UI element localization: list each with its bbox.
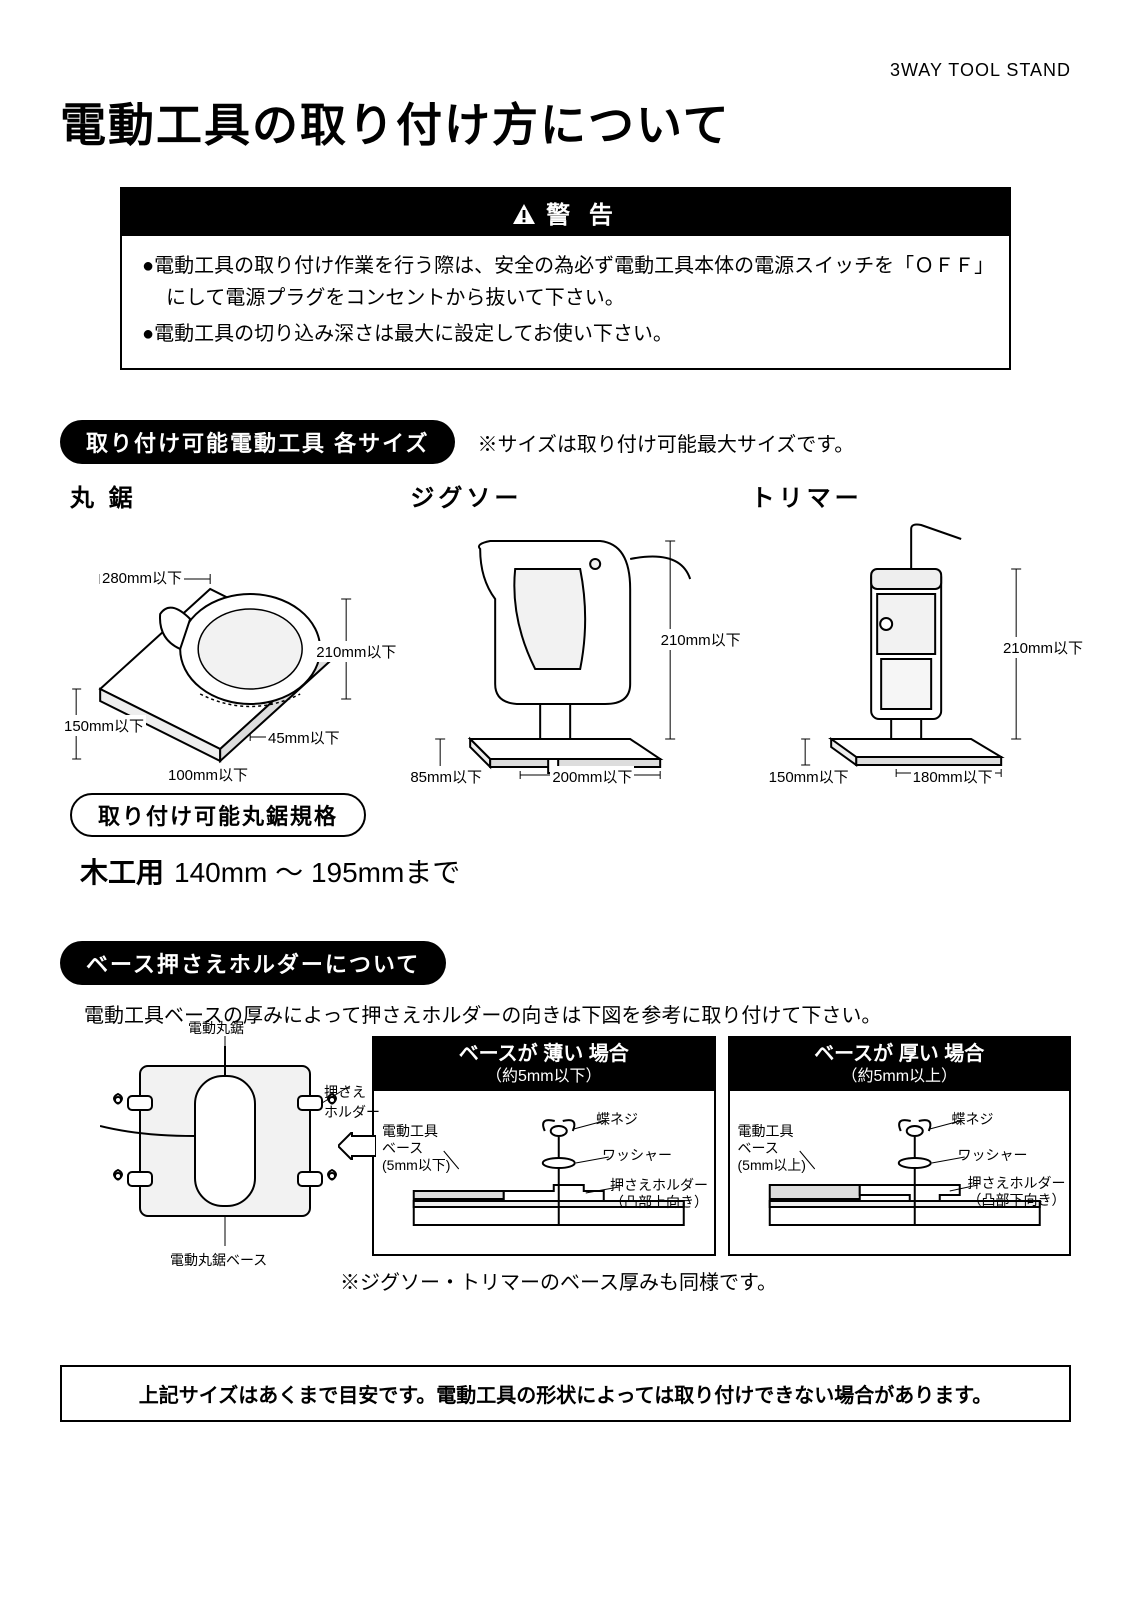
case-header: ベースが 薄い 場合 （約5mm以下） xyxy=(374,1038,714,1091)
dim-label: 100mm以下 xyxy=(166,764,250,785)
case-body: 電動工具 ベース (5mm以上) 蝶ネジ ワッシャー 押さえホルダー （凸部下向… xyxy=(730,1091,1070,1251)
tool-trimmer: トリマー xyxy=(751,478,1071,779)
holder-case-thick: ベースが 厚い 場合 （約5mm以上） xyxy=(728,1036,1072,1256)
saw-spec-value: 140mm ～ 195mmまで xyxy=(174,857,460,888)
tool-jigsaw-label: ジグソー xyxy=(410,478,730,513)
callout-holder: 押さえホルダー （凸部下向き） xyxy=(968,1175,1066,1209)
tool-saw-figure: 280mm以下 210mm以下 150mm以下 100mm以下 45mm以下 xyxy=(70,519,390,779)
case-title: ベースが 厚い 場合 xyxy=(814,1043,984,1065)
tool-saw-label: 丸 鋸 xyxy=(70,478,390,513)
warning-title: 警 告 xyxy=(546,202,619,229)
warning-item: ●電動工具の取り付け作業を行う際は、安全の為必ず電動工具本体の電源スイッチを「Ｏ… xyxy=(142,250,989,314)
callout-nut: 蝶ネジ xyxy=(596,1111,638,1128)
holder-main-figure: 電動丸鋸 xyxy=(100,1036,360,1256)
saw-spec-label: 木工用 xyxy=(80,857,164,888)
tool-jigsaw-figure: 210mm以下 200mm以下 85mm以下 xyxy=(410,519,730,779)
callout-nut: 蝶ネジ xyxy=(952,1111,994,1128)
holder-section: ベース押さえホルダーについて 電動工具ベースの厚みによって押さえホルダーの向きは… xyxy=(60,941,1071,1295)
callout-holder: 押さえホルダー （凸部上向き） xyxy=(610,1177,708,1211)
holder-case-thin: ベースが 薄い 場合 （約5mm以下） xyxy=(372,1036,716,1256)
dim-label: 85mm以下 xyxy=(408,766,484,787)
page-title: 電動工具の取り付け方について xyxy=(60,89,1071,155)
callout-base: 電動工具 ベース (5mm以下) xyxy=(382,1123,450,1173)
warning-icon xyxy=(512,203,536,229)
callout-washer: ワッシャー xyxy=(602,1147,672,1164)
bottom-note: 上記サイズはあくまで目安です。電動工具の形状によっては取り付けできない場合があり… xyxy=(60,1365,1071,1422)
size-heading-row: 取り付け可能電動工具 各サイズ ※サイズは取り付け可能最大サイズです。 xyxy=(60,420,1071,464)
label-base: 電動丸鋸ベース xyxy=(170,1250,267,1270)
warning-header: 警 告 xyxy=(122,189,1009,236)
saw-spec: 取り付け可能丸鋸規格 木工用 140mm ～ 195mmまで xyxy=(70,793,1071,891)
case-sub: （約5mm以下） xyxy=(380,1067,708,1087)
tool-jigsaw: ジグソー xyxy=(410,478,730,779)
size-note: ※サイズは取り付け可能最大サイズです。 xyxy=(477,428,854,457)
arrow-icon xyxy=(338,1132,376,1160)
callout-washer: ワッシャー xyxy=(958,1147,1028,1164)
dim-label: 45mm以下 xyxy=(266,727,342,748)
tool-trimmer-label: トリマー xyxy=(751,478,1071,513)
callout-base: 電動工具 ベース (5mm以上) xyxy=(738,1123,806,1173)
warning-box: 警 告 ●電動工具の取り付け作業を行う際は、安全の為必ず電動工具本体の電源スイッ… xyxy=(120,187,1011,370)
case-header: ベースが 厚い 場合 （約5mm以上） xyxy=(730,1038,1070,1091)
saw-spec-text: 木工用 140mm ～ 195mmまで xyxy=(70,851,1071,891)
dim-label: 150mm以下 xyxy=(62,715,146,736)
dim-label: 280mm以下 xyxy=(100,567,184,588)
dim-label: 150mm以下 xyxy=(767,766,851,787)
dim-label: 180mm以下 xyxy=(911,766,995,787)
case-title: ベースが 薄い 場合 xyxy=(459,1043,629,1065)
case-body: 電動工具 ベース (5mm以下) 蝶ネジ ワッシャー 押さえホルダー （凸部上向… xyxy=(374,1091,714,1251)
warning-item: ●電動工具の切り込み深さは最大に設定してお使い下さい。 xyxy=(142,318,989,350)
dim-label: 210mm以下 xyxy=(659,629,743,650)
case-sub: （約5mm以上） xyxy=(736,1067,1064,1087)
tool-trimmer-figure: 210mm以下 180mm以下 150mm以下 xyxy=(751,519,1071,779)
dim-label: 200mm以下 xyxy=(550,766,634,787)
brand-text: 3WAY TOOL STAND xyxy=(60,60,1071,81)
saw-spec-pill: 取り付け可能丸鋸規格 xyxy=(70,793,366,837)
dim-label: 210mm以下 xyxy=(314,641,398,662)
dim-label: 210mm以下 xyxy=(1001,637,1085,658)
size-pill: 取り付け可能電動工具 各サイズ xyxy=(60,420,455,464)
holder-row: 電動丸鋸 xyxy=(100,1036,1071,1256)
tool-saw: 丸 鋸 xyxy=(70,478,390,779)
tools-row: 丸 鋸 xyxy=(60,478,1071,779)
warning-body: ●電動工具の取り付け作業を行う際は、安全の為必ず電動工具本体の電源スイッチを「Ｏ… xyxy=(122,236,1009,368)
holder-note: ※ジグソー・トリマーのベース厚みも同様です。 xyxy=(340,1266,1071,1295)
holder-pill: ベース押さえホルダーについて xyxy=(60,941,446,985)
label-saw: 電動丸鋸 xyxy=(188,1018,244,1038)
